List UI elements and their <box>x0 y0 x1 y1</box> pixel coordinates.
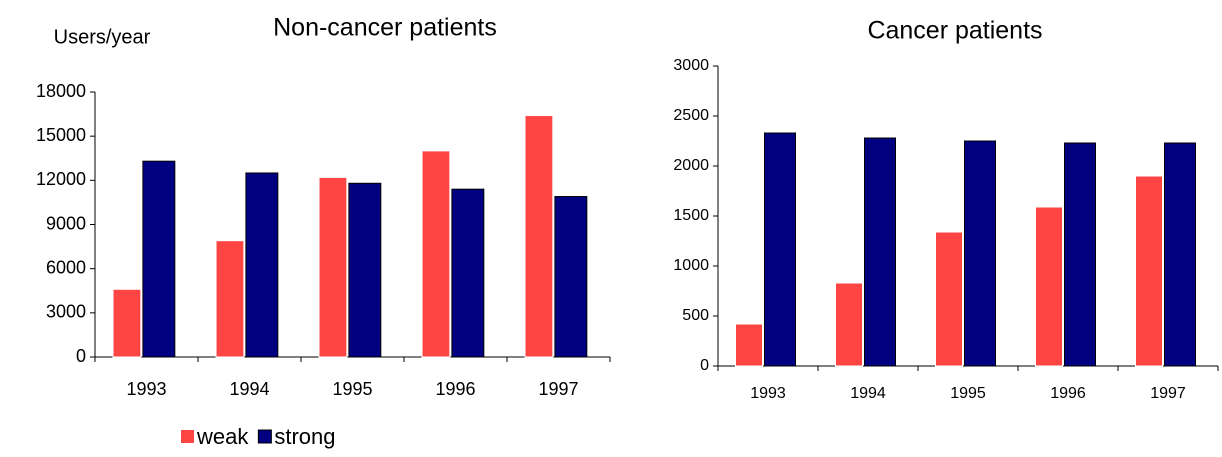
bar <box>835 282 863 367</box>
x-tick-label: 1993 <box>750 385 786 402</box>
y-tick-label: 0 <box>700 357 709 374</box>
y-tick-label: 1500 <box>673 207 709 224</box>
y-tick-label: 9000 <box>46 213 86 233</box>
bar <box>764 132 796 367</box>
y-tick-label: 12000 <box>36 169 86 189</box>
bar <box>142 160 176 358</box>
x-tick-label: 1995 <box>950 385 986 402</box>
x-tick-label: 1996 <box>1050 385 1086 402</box>
y-tick-label: 18000 <box>36 81 86 101</box>
x-tick-label: 1994 <box>229 379 269 399</box>
chart-title: Non-cancer patients <box>273 14 497 42</box>
chart-title: Cancer patients <box>867 17 1042 45</box>
bar <box>348 182 382 358</box>
y-tick-label: 15000 <box>36 125 86 145</box>
y-tick-label: 2000 <box>673 157 709 174</box>
bar <box>1135 175 1163 367</box>
x-tick-label: 1997 <box>1150 385 1186 402</box>
bar <box>524 115 554 358</box>
bar <box>1035 206 1063 367</box>
bar <box>864 137 896 367</box>
legend-label: strong <box>274 424 335 449</box>
x-tick-label: 1993 <box>126 379 166 399</box>
y-axis-label: Users/year <box>54 26 151 48</box>
x-tick-label: 1995 <box>332 379 372 399</box>
legend-label: weak <box>196 424 249 449</box>
y-tick-label: 0 <box>76 346 86 366</box>
bar <box>554 196 588 358</box>
bar <box>1164 142 1196 367</box>
bar <box>1064 142 1096 367</box>
bar <box>451 188 485 358</box>
x-tick-label: 1996 <box>435 379 475 399</box>
y-tick-label: 6000 <box>46 257 86 277</box>
bar <box>245 172 279 358</box>
y-tick-label: 3000 <box>46 302 86 322</box>
legend-swatch <box>181 430 194 443</box>
bar <box>935 231 963 367</box>
y-tick-label: 2500 <box>673 107 709 124</box>
x-tick-label: 1997 <box>538 379 578 399</box>
bar <box>112 288 142 358</box>
bar <box>735 323 763 367</box>
y-tick-label: 500 <box>682 307 709 324</box>
x-tick-label: 1994 <box>850 385 886 402</box>
legend-swatch <box>257 429 272 444</box>
y-tick-label: 3000 <box>673 57 709 74</box>
bar <box>964 140 996 367</box>
y-tick-label: 1000 <box>673 257 709 274</box>
bar <box>421 150 451 358</box>
bar <box>215 240 245 358</box>
bar <box>318 176 348 358</box>
